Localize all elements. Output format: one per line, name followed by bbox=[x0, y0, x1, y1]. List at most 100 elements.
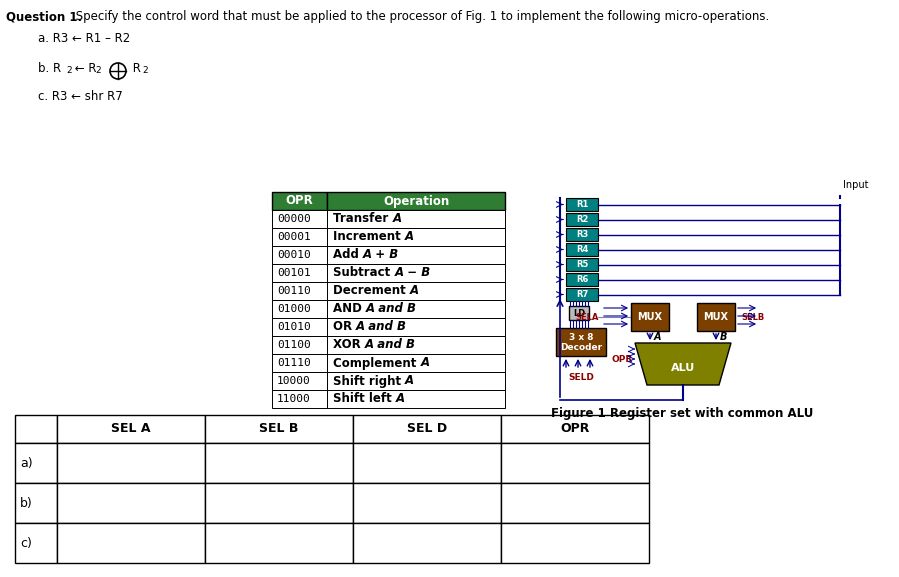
Text: 00000: 00000 bbox=[277, 214, 311, 224]
Text: R3: R3 bbox=[576, 230, 588, 239]
Text: R4: R4 bbox=[576, 245, 588, 254]
Bar bbox=[501, 443, 649, 483]
Text: OPR: OPR bbox=[560, 422, 590, 436]
Text: Increment: Increment bbox=[333, 230, 405, 243]
Bar bbox=[327, 336, 505, 354]
Bar bbox=[566, 273, 598, 286]
Bar bbox=[272, 228, 327, 246]
Bar bbox=[272, 192, 327, 210]
Text: XOR: XOR bbox=[333, 339, 365, 351]
Text: Decoder: Decoder bbox=[560, 343, 602, 351]
Bar bbox=[501, 415, 649, 443]
Bar bbox=[501, 523, 649, 563]
Bar bbox=[272, 318, 327, 336]
Bar bbox=[501, 483, 649, 523]
Bar bbox=[57, 523, 205, 563]
Text: AND: AND bbox=[333, 302, 366, 316]
Text: Shift right: Shift right bbox=[333, 374, 405, 388]
Text: A + B: A + B bbox=[363, 249, 399, 261]
Bar bbox=[272, 210, 327, 228]
Text: c): c) bbox=[20, 537, 31, 549]
Text: 00001: 00001 bbox=[277, 232, 311, 242]
Text: Question 1.: Question 1. bbox=[6, 10, 82, 23]
Text: OR: OR bbox=[333, 320, 356, 334]
Bar bbox=[697, 303, 735, 331]
Text: A and B: A and B bbox=[365, 339, 416, 351]
Text: Specify the control word that must be applied to the processor of Fig. 1 to impl: Specify the control word that must be ap… bbox=[72, 10, 770, 23]
Text: 00110: 00110 bbox=[277, 286, 311, 296]
Bar bbox=[327, 210, 505, 228]
Text: Operation: Operation bbox=[383, 194, 450, 208]
Bar bbox=[57, 483, 205, 523]
Text: Complement: Complement bbox=[333, 357, 421, 369]
Text: 2: 2 bbox=[142, 66, 147, 75]
Text: Shift left: Shift left bbox=[333, 392, 396, 406]
Text: A: A bbox=[392, 212, 402, 226]
Text: A: A bbox=[405, 230, 414, 243]
Bar bbox=[353, 483, 501, 523]
Bar bbox=[205, 483, 353, 523]
Bar bbox=[327, 318, 505, 336]
Text: A and B: A and B bbox=[366, 302, 417, 316]
Text: R2: R2 bbox=[576, 215, 588, 224]
Text: Decrement: Decrement bbox=[333, 284, 410, 298]
Text: A: A bbox=[405, 374, 414, 388]
Text: c. R3 ← shr R7: c. R3 ← shr R7 bbox=[38, 90, 123, 103]
Text: MUX: MUX bbox=[704, 312, 728, 322]
Text: A: A bbox=[421, 357, 430, 369]
Bar bbox=[327, 264, 505, 282]
Bar bbox=[327, 354, 505, 372]
Polygon shape bbox=[635, 343, 731, 385]
Text: R5: R5 bbox=[576, 260, 588, 269]
Text: 2: 2 bbox=[66, 66, 72, 75]
Text: OPR: OPR bbox=[611, 354, 632, 364]
Text: SEL D: SEL D bbox=[407, 422, 447, 436]
Text: Transfer: Transfer bbox=[333, 212, 392, 226]
Bar bbox=[15, 483, 57, 523]
Text: 11000: 11000 bbox=[277, 394, 311, 404]
Text: 01000: 01000 bbox=[277, 304, 311, 314]
Text: a. R3 ← R1 – R2: a. R3 ← R1 – R2 bbox=[38, 32, 130, 45]
Bar bbox=[272, 282, 327, 300]
Text: Input: Input bbox=[843, 180, 868, 190]
Bar bbox=[272, 264, 327, 282]
Text: Subtract: Subtract bbox=[333, 267, 395, 279]
Bar bbox=[272, 390, 327, 408]
Text: SEL B: SEL B bbox=[259, 422, 298, 436]
Text: Add: Add bbox=[333, 249, 363, 261]
Bar bbox=[205, 415, 353, 443]
Bar bbox=[327, 282, 505, 300]
Text: 00101: 00101 bbox=[277, 268, 311, 278]
Bar bbox=[272, 354, 327, 372]
Bar bbox=[15, 443, 57, 483]
Text: SELD: SELD bbox=[568, 373, 594, 381]
Bar bbox=[272, 372, 327, 390]
Text: SELB: SELB bbox=[741, 313, 764, 321]
Bar bbox=[327, 372, 505, 390]
Bar bbox=[631, 303, 669, 331]
Text: A: A bbox=[410, 284, 419, 298]
Text: MUX: MUX bbox=[637, 312, 663, 322]
Text: Figure 1 Register set with common ALU: Figure 1 Register set with common ALU bbox=[551, 407, 814, 420]
Text: SELA: SELA bbox=[575, 313, 599, 321]
Text: R1: R1 bbox=[576, 200, 588, 209]
Text: 10000: 10000 bbox=[277, 376, 311, 386]
Bar bbox=[205, 443, 353, 483]
Text: A: A bbox=[396, 392, 405, 406]
Text: 2: 2 bbox=[95, 66, 101, 75]
Bar bbox=[15, 415, 57, 443]
Bar bbox=[272, 336, 327, 354]
Bar bbox=[353, 523, 501, 563]
Text: OPR: OPR bbox=[286, 194, 314, 208]
Text: 01010: 01010 bbox=[277, 322, 311, 332]
Bar bbox=[57, 443, 205, 483]
Text: 3 x 8: 3 x 8 bbox=[569, 332, 593, 342]
Bar bbox=[566, 213, 598, 226]
Bar bbox=[569, 306, 589, 320]
Text: 00010: 00010 bbox=[277, 250, 311, 260]
Bar bbox=[327, 246, 505, 264]
Bar bbox=[272, 300, 327, 318]
Text: ALU: ALU bbox=[671, 363, 695, 373]
Text: 01100: 01100 bbox=[277, 340, 311, 350]
Text: A and B: A and B bbox=[356, 320, 407, 334]
